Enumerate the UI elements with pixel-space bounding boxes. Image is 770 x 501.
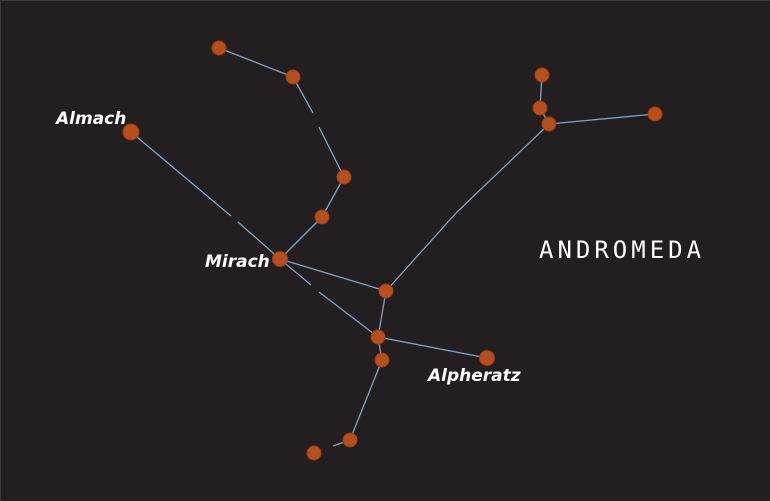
star	[285, 69, 301, 85]
star	[374, 352, 390, 368]
line-almach-b	[237, 221, 281, 260]
line-center-a	[377, 290, 387, 338]
constellation-title: ANDROMEDA	[539, 236, 705, 264]
star	[306, 445, 322, 461]
star	[647, 106, 663, 122]
star	[378, 283, 394, 299]
label-alpheratz: Alpheratz	[426, 366, 521, 386]
star	[336, 169, 352, 185]
line-almach-a	[130, 131, 232, 217]
line-center-c	[349, 359, 383, 441]
line-mirach-south-b	[318, 291, 379, 338]
star	[211, 40, 227, 56]
star-almach	[122, 123, 140, 141]
stars	[122, 40, 663, 461]
star	[342, 432, 358, 448]
line-top-d	[321, 176, 345, 218]
line-top-e	[279, 216, 323, 260]
line-northeast-a	[385, 212, 457, 292]
line-northeast-b	[455, 123, 550, 214]
line-alpheratz	[377, 336, 488, 359]
labels: Almach Mirach Alpheratz ANDROMEDA	[54, 109, 705, 386]
line-top-a	[218, 47, 294, 78]
line-mirach-east	[279, 258, 387, 292]
label-mirach: Mirach	[205, 252, 270, 272]
star	[532, 100, 548, 116]
star	[541, 116, 557, 132]
star	[314, 209, 330, 225]
star	[370, 329, 386, 345]
line-northeast-e	[548, 113, 656, 125]
star-mirach	[272, 251, 288, 267]
line-top-c	[318, 126, 345, 178]
star-alpheratz	[479, 350, 495, 366]
star	[534, 67, 550, 83]
label-almach: Almach	[54, 109, 126, 129]
